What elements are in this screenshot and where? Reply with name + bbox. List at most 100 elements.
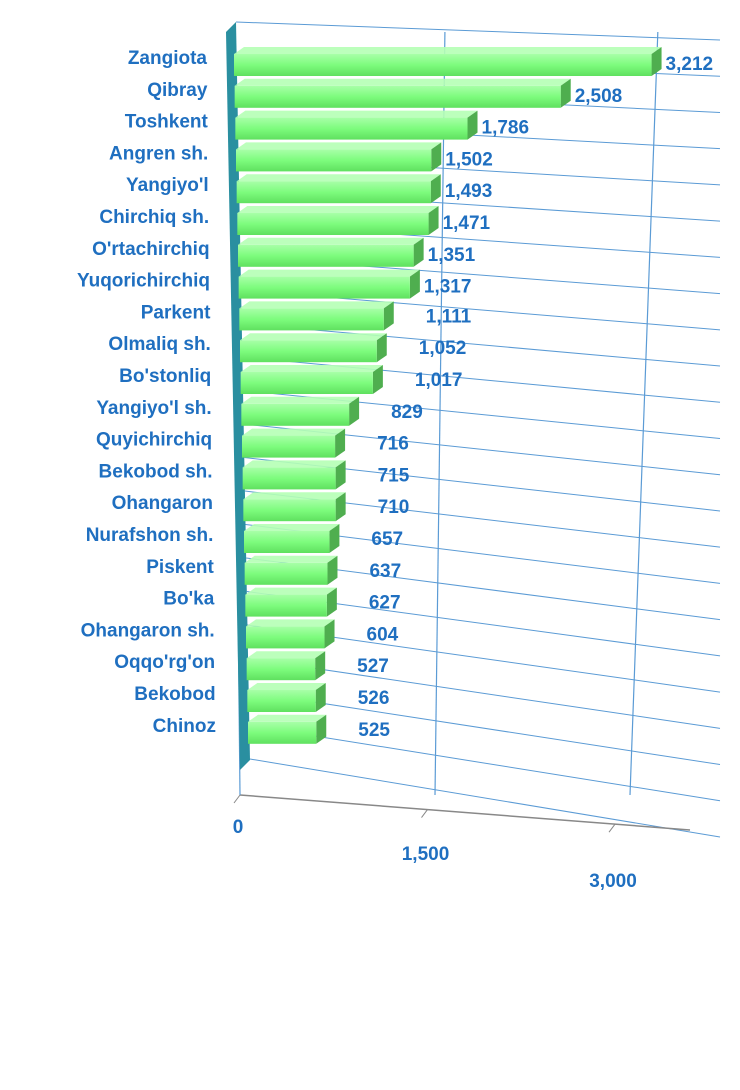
category-label: Angren sh. bbox=[109, 143, 208, 164]
x-tick-label: 0 bbox=[233, 817, 244, 838]
bar-top bbox=[236, 142, 442, 150]
category-label: Ohangaron bbox=[112, 493, 213, 514]
bar-side bbox=[428, 206, 439, 235]
category-label: Qibray bbox=[147, 80, 208, 101]
category-label: Chinoz bbox=[153, 716, 216, 737]
grid-line bbox=[434, 31, 446, 796]
bar-side bbox=[376, 333, 387, 363]
bar-side bbox=[335, 492, 346, 522]
bar-top bbox=[245, 587, 337, 595]
category-label: Piskent bbox=[146, 557, 214, 578]
bar-side bbox=[326, 587, 337, 617]
wall-line bbox=[248, 691, 721, 766]
bar-side bbox=[383, 301, 394, 331]
bar-top bbox=[240, 333, 387, 341]
value-label: 1,052 bbox=[419, 338, 467, 359]
value-label: 2,508 bbox=[575, 86, 623, 107]
bar-top bbox=[244, 555, 338, 563]
category-label: Toshkent bbox=[125, 112, 209, 133]
x-tick-label: 3,000 bbox=[589, 871, 637, 892]
bar-top bbox=[246, 619, 335, 627]
bar-side bbox=[327, 555, 338, 585]
bar-side bbox=[316, 714, 327, 744]
category-label: Yuqorichirchiq bbox=[77, 271, 210, 292]
bar-side bbox=[651, 47, 662, 76]
bar-side bbox=[324, 619, 335, 649]
bar-top bbox=[241, 396, 360, 404]
bar bbox=[240, 340, 377, 363]
bar bbox=[242, 467, 336, 490]
wall-line bbox=[248, 658, 721, 729]
value-label: 1,111 bbox=[426, 306, 472, 327]
value-label: 3,212 bbox=[666, 54, 714, 75]
category-label: Yangiyo'l sh. bbox=[96, 398, 211, 419]
bar bbox=[235, 117, 468, 140]
bar-top bbox=[234, 78, 571, 86]
value-label: 1,351 bbox=[428, 245, 476, 266]
value-label: 1,317 bbox=[424, 277, 472, 298]
bar-top bbox=[244, 524, 340, 531]
category-label: Ohangaron sh. bbox=[81, 620, 215, 641]
bar-side bbox=[430, 174, 441, 204]
bar-top bbox=[234, 47, 662, 54]
bar bbox=[234, 54, 652, 76]
bar-top bbox=[242, 428, 346, 436]
bar bbox=[234, 85, 561, 108]
category-label: Olmaliq sh. bbox=[108, 334, 210, 355]
x-tick-label: 1,500 bbox=[402, 844, 450, 865]
category-label: Oqqo'rg'on bbox=[114, 652, 215, 673]
bar bbox=[239, 308, 384, 331]
bar bbox=[248, 721, 317, 744]
category-label: Bekobod bbox=[134, 684, 215, 705]
value-label: 525 bbox=[358, 720, 390, 741]
left-wall bbox=[226, 22, 250, 770]
bar-side bbox=[372, 365, 383, 394]
bar bbox=[247, 690, 316, 712]
bar bbox=[245, 594, 327, 617]
wall-line bbox=[249, 758, 721, 838]
bar-top bbox=[237, 206, 439, 213]
bars: Zangiota 3,212 Qibray 2,508 Toshkent 1,786 Ang… bbox=[77, 47, 713, 744]
tick-mark bbox=[233, 794, 241, 804]
category-label: Nurafshon sh. bbox=[86, 525, 214, 546]
category-label: Bo'ka bbox=[163, 589, 214, 610]
category-label: Bekobod sh. bbox=[99, 461, 213, 482]
category-label: Parkent bbox=[141, 302, 211, 323]
wall-line bbox=[241, 323, 721, 367]
bar bbox=[246, 658, 316, 681]
bar-top bbox=[235, 110, 478, 118]
bar-top bbox=[236, 174, 441, 182]
wall-line bbox=[242, 356, 721, 403]
wall-line bbox=[235, 21, 721, 41]
bar-side bbox=[560, 78, 571, 108]
grid-line bbox=[629, 31, 659, 796]
value-label: 637 bbox=[369, 561, 401, 582]
tick-mark bbox=[608, 823, 616, 833]
category-label: O'rtachirchiq bbox=[92, 239, 210, 260]
bar bbox=[244, 562, 328, 585]
value-label: 1,017 bbox=[415, 370, 463, 391]
bar-top bbox=[247, 683, 326, 690]
bar-top bbox=[248, 714, 327, 722]
category-label: Chirchiq sh. bbox=[99, 207, 209, 228]
bar bbox=[238, 276, 410, 299]
bar bbox=[240, 372, 373, 394]
value-label: 1,786 bbox=[482, 118, 530, 139]
bar-top bbox=[243, 492, 346, 500]
category-label: Quyichirchiq bbox=[96, 430, 212, 451]
bar-top bbox=[240, 365, 383, 372]
category-label: Yangiyo'l bbox=[126, 175, 209, 196]
value-label: 1,502 bbox=[445, 149, 493, 170]
bar bbox=[242, 435, 336, 458]
bar-side bbox=[349, 396, 360, 426]
bar bbox=[237, 213, 429, 235]
value-label: 604 bbox=[367, 624, 399, 645]
value-label: 657 bbox=[371, 529, 403, 550]
value-label: 710 bbox=[378, 497, 410, 518]
bar bbox=[238, 244, 414, 267]
bar-side bbox=[315, 683, 326, 712]
value-label: 716 bbox=[377, 434, 409, 455]
bar-side bbox=[335, 460, 346, 490]
bar-side bbox=[409, 269, 420, 299]
